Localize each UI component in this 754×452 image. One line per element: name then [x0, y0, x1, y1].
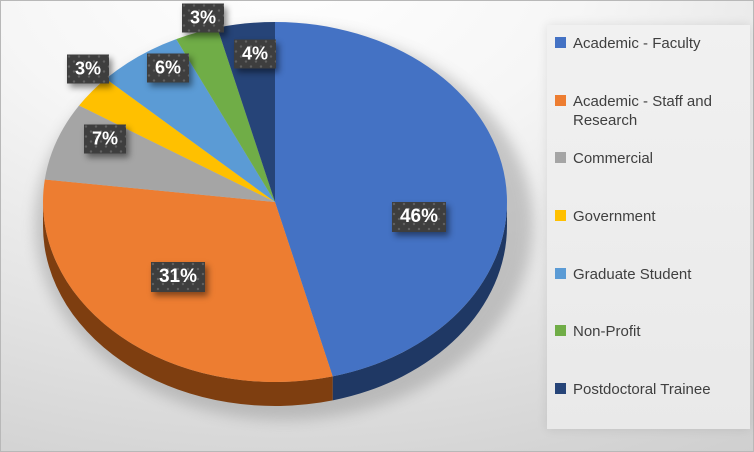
- legend-swatch-academic-staff-and-research: [555, 94, 566, 106]
- legend-label: Academic - Faculty: [573, 35, 701, 52]
- data-label-graduate-student: 6%: [147, 54, 189, 83]
- legend-label: Non-Profit: [573, 323, 641, 341]
- legend-swatch-postdoctoral-trainee: [555, 383, 566, 395]
- legend-swatch-academic-faculty: [555, 37, 566, 48]
- legend: Academic - Faculty Academic - Staff and …: [547, 25, 750, 429]
- legend-swatch-non-profit: [555, 325, 566, 337]
- legend-item-government[interactable]: Government: [555, 198, 748, 256]
- pie-slice-side-academic-faculty: [332, 202, 508, 401]
- legend-label: Graduate Student: [573, 265, 692, 283]
- data-label-commercial: 7%: [84, 125, 126, 154]
- pie-slice-government[interactable]: [79, 78, 275, 202]
- legend-item-commercial[interactable]: Commercial: [555, 140, 748, 198]
- data-label-non-profit: 3%: [182, 4, 224, 33]
- legend-swatch-commercial: [555, 152, 566, 164]
- legend-item-academic-staff-and-research[interactable]: Academic - Staff and Research: [555, 83, 748, 141]
- legend-label: Commercial: [573, 150, 654, 168]
- legend-label: Academic - Staff and Research: [573, 92, 712, 129]
- legend-swatch-graduate-student: [555, 267, 566, 279]
- legend-item-academic-faculty[interactable]: Academic - Faculty: [555, 25, 748, 83]
- legend-item-graduate-student[interactable]: Graduate Student: [555, 256, 748, 314]
- pie-slice-graduate-student[interactable]: [105, 39, 276, 202]
- pie-slice-side-academic-staff-and-research: [43, 202, 333, 406]
- legend-label: Government: [573, 208, 656, 226]
- pie-slice-non-profit[interactable]: [176, 27, 275, 203]
- pie-slice-postdoctoral-trainee[interactable]: [217, 22, 275, 202]
- legend-swatch-government: [555, 210, 566, 222]
- data-label-postdoctoral-trainee: 4%: [234, 40, 276, 69]
- data-label-academic-faculty: 46%: [392, 202, 446, 232]
- legend-item-postdoctoral-trainee[interactable]: Postdoctoral Trainee: [555, 371, 748, 429]
- data-label-government: 3%: [67, 55, 109, 84]
- pie-slice-academic-faculty[interactable]: [275, 21, 508, 377]
- data-label-academic-staff-and-research: 31%: [151, 262, 205, 292]
- legend-label: Postdoctoral Trainee: [573, 381, 711, 399]
- legend-item-non-profit[interactable]: Non-Profit: [555, 313, 748, 371]
